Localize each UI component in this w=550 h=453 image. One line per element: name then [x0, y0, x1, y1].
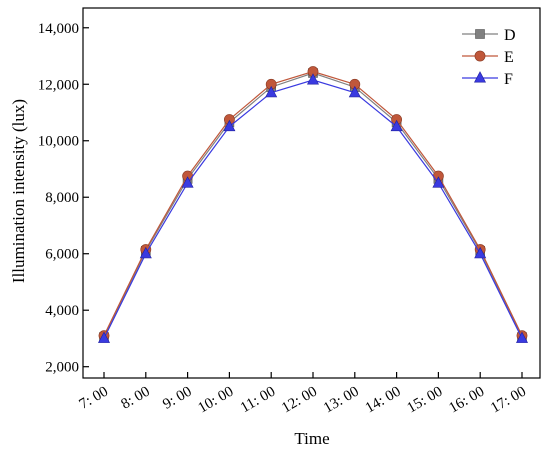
- legend-marker: [475, 29, 485, 39]
- x-tick-label: 9: 00: [160, 384, 194, 413]
- series-F: [98, 73, 528, 343]
- series-layer: [98, 66, 528, 343]
- data-point-F: [181, 176, 194, 188]
- series-line-E: [103, 70, 523, 336]
- y-tick-label: 8,000: [45, 190, 79, 206]
- y-tick-label: 6,000: [45, 247, 79, 263]
- data-point-F: [516, 331, 528, 343]
- x-tick-label: 11: 00: [238, 384, 278, 417]
- data-point-F: [98, 331, 110, 343]
- y-tick-label: 10,000: [38, 134, 79, 150]
- data-point-F: [139, 246, 152, 259]
- y-tick-label: 14,000: [38, 21, 79, 37]
- series-D: [99, 68, 527, 342]
- y-tick-label: 2,000: [45, 360, 79, 376]
- y-axis-title: Illumination intensity (lux): [9, 99, 28, 283]
- data-point-F: [307, 73, 319, 85]
- y-tick-label: 12,000: [38, 77, 79, 93]
- x-axis: 7: 00 8: 00 9: 00 10: 00 11: 00 12: 00 13: 00 1…: [77, 372, 529, 416]
- x-axis-title: Time: [294, 429, 329, 448]
- x-tick-label: 7: 00: [77, 384, 111, 413]
- data-point-F: [223, 119, 236, 132]
- x-tick-label: 8: 00: [118, 384, 152, 413]
- x-tick-label: 10: 00: [196, 384, 237, 417]
- x-tick-label: 15: 00: [405, 384, 446, 417]
- data-point-F: [432, 176, 445, 188]
- data-point-F: [265, 85, 278, 98]
- series-line-F: [103, 79, 523, 339]
- legend-label: F: [504, 71, 513, 88]
- data-point-F: [390, 119, 403, 132]
- plot-frame: [82, 7, 541, 379]
- legend-entry-D: D: [462, 27, 516, 44]
- plot-border: [82, 7, 541, 379]
- x-tick-label: 17: 00: [488, 384, 529, 417]
- legend-marker: [474, 50, 486, 62]
- x-tick-label: 14: 00: [363, 384, 404, 417]
- legend-entry-E: E: [462, 49, 514, 66]
- y-tick-label: 4,000: [45, 303, 79, 319]
- legend: DEF: [462, 27, 516, 88]
- data-point-F: [348, 85, 361, 98]
- series-E: [98, 66, 528, 342]
- legend-label: D: [504, 27, 516, 44]
- series-line-D: [103, 72, 523, 338]
- y-axis: 2,000 4,000 6,000 8,000 10,000 12,000 14,000: [38, 21, 89, 376]
- data-point-F: [474, 246, 487, 259]
- x-tick-label: 16: 00: [446, 384, 487, 417]
- x-tick-label: 13: 00: [321, 384, 362, 417]
- legend-entry-F: F: [462, 71, 513, 88]
- legend-label: E: [504, 49, 514, 66]
- x-tick-label: 12: 00: [279, 384, 320, 417]
- legend-marker: [474, 71, 486, 83]
